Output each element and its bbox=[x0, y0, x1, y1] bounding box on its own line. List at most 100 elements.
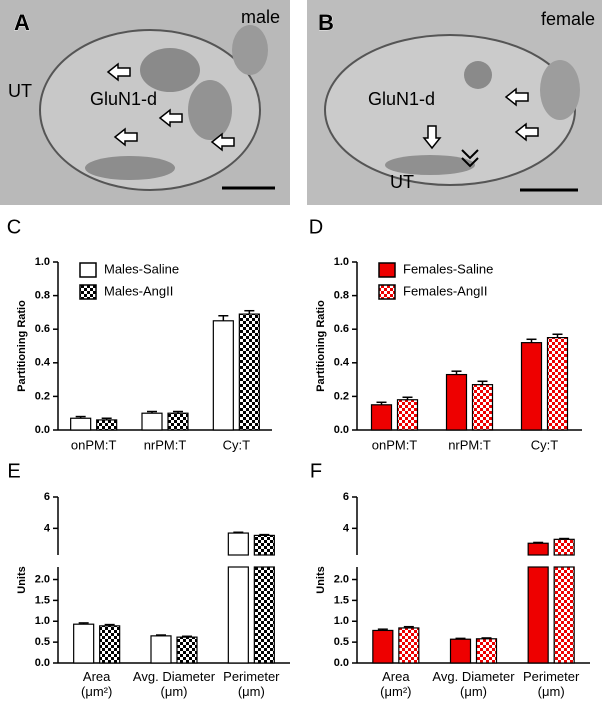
bar bbox=[238, 313, 260, 431]
bar bbox=[527, 566, 549, 664]
y-axis-title: Units bbox=[16, 566, 28, 594]
y-tick-label: 0.8 bbox=[35, 290, 50, 302]
mitochondrion bbox=[464, 61, 492, 89]
bar bbox=[475, 638, 498, 664]
bar bbox=[176, 636, 198, 664]
y-tick-label: 0.5 bbox=[334, 636, 349, 648]
mitochondrion bbox=[385, 155, 475, 175]
y-axis-title: Partitioning Ratio bbox=[16, 300, 28, 392]
micrograph-label: GluN1-d bbox=[90, 89, 157, 109]
arrowhead bbox=[461, 157, 479, 168]
y-tick-label: 0.4 bbox=[35, 357, 51, 369]
legend-swatch bbox=[79, 284, 97, 300]
bar bbox=[553, 538, 575, 556]
arrow bbox=[514, 122, 539, 142]
cell-outline bbox=[324, 34, 576, 186]
bar bbox=[520, 342, 543, 431]
bar bbox=[372, 629, 394, 664]
panel-letter: C bbox=[7, 216, 21, 238]
bar bbox=[227, 566, 249, 664]
bar bbox=[253, 534, 275, 556]
bar bbox=[527, 542, 549, 556]
y-tick-label: 1.5 bbox=[35, 594, 50, 606]
y-tick-label: 2.0 bbox=[35, 573, 50, 585]
y-tick-label: 6 bbox=[343, 491, 349, 503]
y-tick-label: 2.0 bbox=[334, 573, 349, 585]
x-tick-label: Area (μm²) bbox=[380, 669, 412, 699]
y-tick-label: 1.0 bbox=[334, 615, 349, 627]
bar bbox=[396, 399, 419, 431]
bar bbox=[449, 638, 472, 664]
arrow bbox=[504, 87, 529, 107]
x-tick-label: Avg. Diameter (μm) bbox=[132, 669, 216, 699]
bar bbox=[471, 384, 494, 431]
micrograph-label: GluN1-d bbox=[368, 89, 435, 109]
x-tick-label: onPM:T bbox=[372, 437, 418, 452]
legend-swatch bbox=[378, 262, 396, 278]
arrow bbox=[158, 108, 183, 128]
y-tick-label: 0.2 bbox=[334, 390, 349, 402]
x-tick-label: onPM:T bbox=[71, 437, 117, 452]
legend-swatch bbox=[79, 262, 97, 278]
panel-letter: A bbox=[14, 10, 30, 35]
arrow bbox=[106, 62, 131, 82]
mitochondrion bbox=[188, 80, 232, 140]
x-tick-label: Cy:T bbox=[223, 437, 251, 452]
micrograph-a bbox=[0, 0, 290, 205]
y-tick-label: 0.2 bbox=[35, 390, 50, 402]
bar bbox=[150, 635, 172, 664]
y-tick-label: 4 bbox=[44, 522, 51, 534]
x-tick-label: nrPM:T bbox=[448, 437, 491, 452]
arrow bbox=[210, 132, 235, 152]
bar bbox=[212, 320, 234, 431]
arrow bbox=[422, 125, 442, 150]
y-tick-label: 0.5 bbox=[35, 636, 50, 648]
legend-swatch bbox=[378, 284, 396, 300]
arrowhead bbox=[461, 149, 479, 160]
bar bbox=[96, 419, 118, 431]
x-tick-label: Perimeter (μm) bbox=[522, 669, 580, 699]
y-tick-label: 1.5 bbox=[334, 594, 349, 606]
mitochondrion bbox=[232, 25, 268, 75]
x-tick-label: nrPM:T bbox=[144, 437, 187, 452]
micrograph-label: UT bbox=[390, 172, 414, 192]
bar bbox=[99, 625, 121, 664]
bar bbox=[445, 373, 468, 431]
bar bbox=[546, 337, 569, 431]
y-tick-label: 0.0 bbox=[35, 657, 50, 669]
micrograph-label: female bbox=[541, 9, 595, 29]
legend-label: Males-Saline bbox=[104, 261, 179, 276]
x-tick-label: Cy:T bbox=[531, 437, 559, 452]
micrograph-b bbox=[307, 0, 602, 205]
y-tick-label: 0.4 bbox=[334, 357, 350, 369]
y-tick-label: 0.0 bbox=[35, 424, 50, 436]
mitochondrion bbox=[140, 48, 200, 92]
y-tick-label: 0.6 bbox=[334, 323, 349, 335]
bar bbox=[73, 623, 95, 664]
legend-label: Females-AngII bbox=[403, 283, 488, 298]
bar bbox=[553, 566, 575, 664]
x-tick-label: Avg. Diameter (μm) bbox=[432, 669, 515, 699]
panel-letter: B bbox=[318, 10, 334, 35]
bar bbox=[167, 412, 189, 431]
arrow bbox=[113, 127, 138, 147]
panel-letter: F bbox=[310, 460, 322, 482]
bar bbox=[70, 417, 92, 431]
micrograph-label: male bbox=[241, 7, 280, 27]
x-tick-label: Area (μm²) bbox=[81, 669, 113, 699]
y-tick-label: 0.0 bbox=[334, 424, 349, 436]
y-axis-title: Partitioning Ratio bbox=[315, 300, 327, 392]
y-tick-label: 0.0 bbox=[334, 657, 349, 669]
y-axis-title: Units bbox=[315, 566, 327, 594]
legend-label: Females-Saline bbox=[403, 261, 493, 276]
micrograph-label: UT bbox=[8, 81, 32, 101]
bar bbox=[370, 404, 393, 431]
cell-outline bbox=[39, 29, 261, 191]
mitochondrion bbox=[540, 60, 580, 120]
y-tick-label: 4 bbox=[343, 522, 350, 534]
x-tick-label: Perimeter (μm) bbox=[223, 669, 280, 699]
panel-letter: E bbox=[7, 460, 20, 482]
panel-letter: D bbox=[309, 216, 323, 238]
